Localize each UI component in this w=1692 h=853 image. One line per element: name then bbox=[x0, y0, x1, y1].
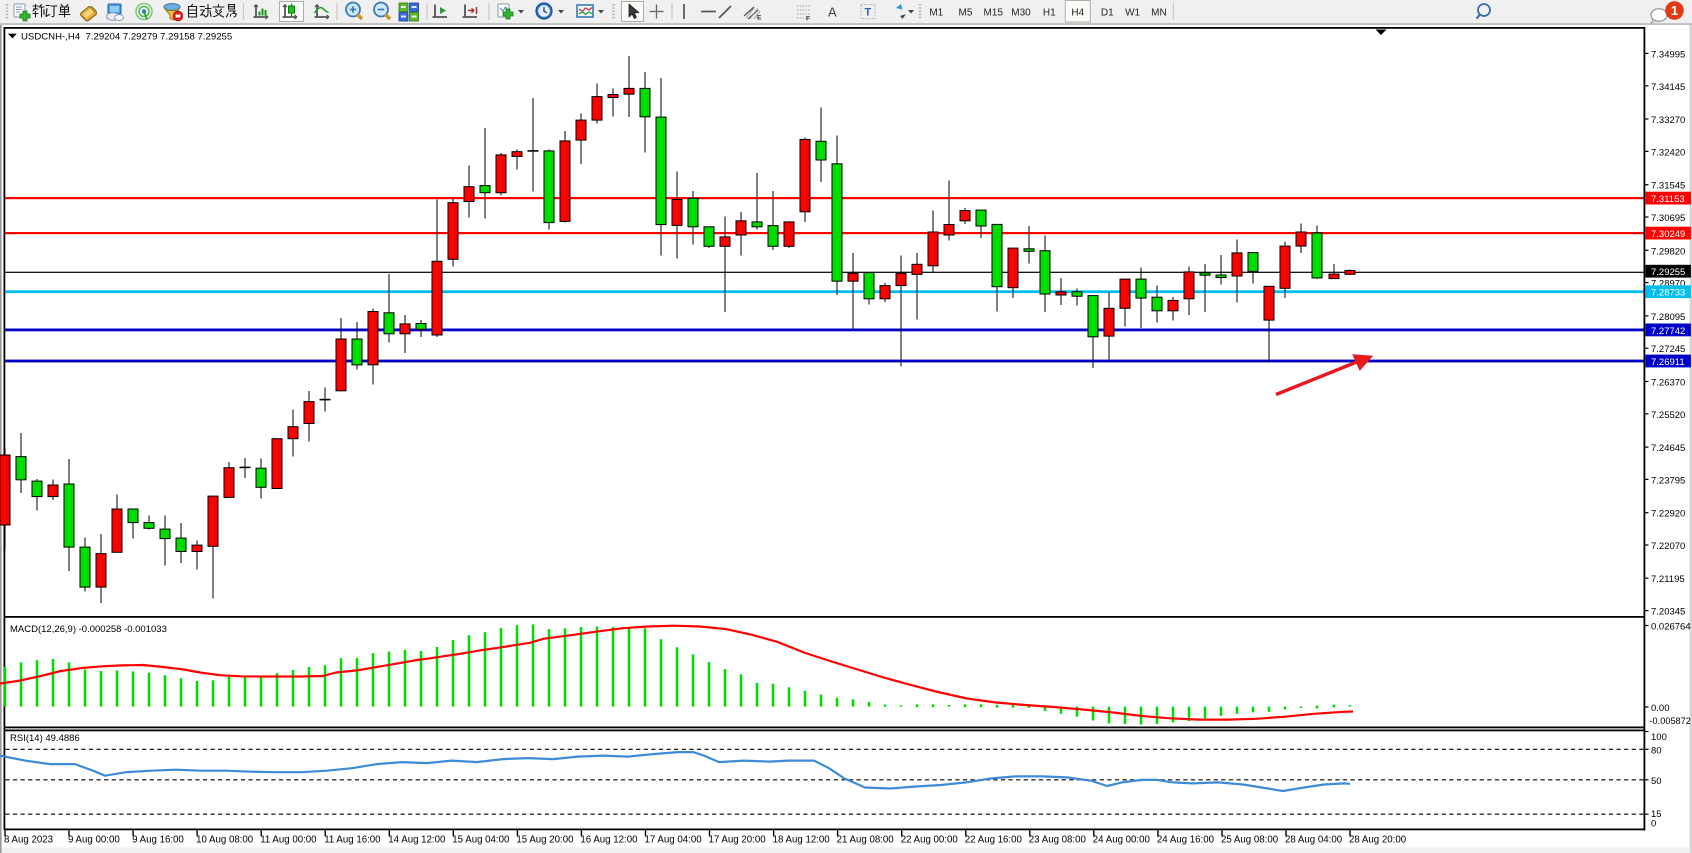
svg-text:7.20345: 7.20345 bbox=[1651, 607, 1685, 618]
svg-text:E: E bbox=[757, 15, 762, 22]
svg-text:MN: MN bbox=[1151, 8, 1167, 19]
svg-text:M15: M15 bbox=[983, 8, 1003, 19]
svg-text:7.23795: 7.23795 bbox=[1651, 475, 1685, 486]
svg-text:7.22920: 7.22920 bbox=[1651, 509, 1685, 520]
svg-text:23 Aug 08:00: 23 Aug 08:00 bbox=[1029, 835, 1087, 846]
svg-text:22 Aug 16:00: 22 Aug 16:00 bbox=[965, 835, 1023, 846]
svg-text:7.29820: 7.29820 bbox=[1651, 246, 1685, 257]
svg-text:7.31545: 7.31545 bbox=[1651, 181, 1685, 192]
svg-text:USDCNH-,H4 7.29204 7.29279 7.: USDCNH-,H4 7.29204 7.29279 7.29158 7.292… bbox=[21, 32, 232, 43]
svg-text:22 Aug 00:00: 22 Aug 00:00 bbox=[901, 835, 959, 846]
svg-text:15 Aug 04:00: 15 Aug 04:00 bbox=[452, 835, 510, 846]
svg-text:25 Aug 08:00: 25 Aug 08:00 bbox=[1221, 835, 1279, 846]
svg-text:7.33270: 7.33270 bbox=[1651, 115, 1685, 126]
svg-text:MACD(12,26,9) -0.000258 -0.001: MACD(12,26,9) -0.000258 -0.001033 bbox=[10, 624, 167, 635]
svg-text:D1: D1 bbox=[1101, 8, 1114, 19]
svg-text:14 Aug 12:00: 14 Aug 12:00 bbox=[388, 835, 446, 846]
svg-text:15 Aug 20:00: 15 Aug 20:00 bbox=[516, 835, 574, 846]
svg-text:7.30695: 7.30695 bbox=[1651, 213, 1685, 224]
svg-text:11 Aug 16:00: 11 Aug 16:00 bbox=[324, 835, 381, 846]
svg-text:17 Aug 04:00: 17 Aug 04:00 bbox=[645, 835, 703, 846]
svg-text:7.27742: 7.27742 bbox=[1651, 326, 1685, 337]
svg-text:-0.005872: -0.005872 bbox=[1650, 716, 1691, 726]
svg-text:7.29255: 7.29255 bbox=[1651, 267, 1685, 278]
svg-text:7.25520: 7.25520 bbox=[1651, 410, 1685, 421]
svg-text:7.24645: 7.24645 bbox=[1651, 443, 1685, 454]
svg-text:7.28970: 7.28970 bbox=[1651, 279, 1685, 290]
svg-text:7.30249: 7.30249 bbox=[1651, 229, 1685, 240]
svg-text:7.34145: 7.34145 bbox=[1651, 82, 1685, 93]
svg-text:18 Aug 12:00: 18 Aug 12:00 bbox=[773, 835, 831, 846]
svg-text:11 Aug 00:00: 11 Aug 00:00 bbox=[260, 835, 317, 846]
svg-text:7.27245: 7.27245 bbox=[1651, 344, 1685, 355]
svg-text:H1: H1 bbox=[1043, 8, 1056, 19]
svg-text:17 Aug 20:00: 17 Aug 20:00 bbox=[709, 835, 767, 846]
svg-text:0.026764: 0.026764 bbox=[1651, 622, 1691, 633]
svg-text:RSI(14) 49.4886: RSI(14) 49.4886 bbox=[10, 733, 80, 744]
svg-text:9 Aug 16:00: 9 Aug 16:00 bbox=[132, 835, 184, 846]
svg-text:7.21195: 7.21195 bbox=[1651, 574, 1685, 585]
svg-text:T: T bbox=[865, 7, 872, 19]
svg-text:M1: M1 bbox=[929, 8, 943, 19]
svg-text:7.26911: 7.26911 bbox=[1651, 357, 1685, 368]
svg-text:0.00: 0.00 bbox=[1651, 703, 1670, 714]
svg-text:7.32420: 7.32420 bbox=[1651, 147, 1685, 158]
svg-text:15: 15 bbox=[1651, 809, 1662, 820]
svg-text:7.28733: 7.28733 bbox=[1651, 288, 1685, 299]
svg-text:21 Aug 08:00: 21 Aug 08:00 bbox=[837, 835, 895, 846]
svg-text:28 Aug 04:00: 28 Aug 04:00 bbox=[1285, 835, 1343, 846]
svg-text:80: 80 bbox=[1651, 745, 1662, 756]
svg-text:W1: W1 bbox=[1125, 8, 1140, 19]
svg-text:A: A bbox=[828, 5, 837, 20]
svg-text:100: 100 bbox=[1651, 732, 1667, 743]
svg-text:F: F bbox=[806, 16, 810, 23]
svg-text:7.34995: 7.34995 bbox=[1651, 49, 1685, 60]
svg-text:1: 1 bbox=[1671, 3, 1678, 18]
svg-text:7.31153: 7.31153 bbox=[1651, 194, 1685, 205]
svg-text:0: 0 bbox=[1651, 819, 1656, 830]
svg-text:H4: H4 bbox=[1071, 8, 1084, 19]
svg-text:7.22070: 7.22070 bbox=[1651, 541, 1685, 552]
svg-text:8 Aug 2023: 8 Aug 2023 bbox=[4, 835, 53, 846]
svg-text:16 Aug 12:00: 16 Aug 12:00 bbox=[580, 835, 638, 846]
svg-text:50: 50 bbox=[1651, 776, 1662, 787]
svg-text:M30: M30 bbox=[1011, 8, 1031, 19]
svg-text:28 Aug 20:00: 28 Aug 20:00 bbox=[1349, 835, 1407, 846]
svg-text:7.28095: 7.28095 bbox=[1651, 312, 1685, 323]
svg-text:24 Aug 16:00: 24 Aug 16:00 bbox=[1157, 835, 1215, 846]
svg-text:M5: M5 bbox=[959, 8, 973, 19]
svg-text:9 Aug 00:00: 9 Aug 00:00 bbox=[68, 835, 120, 846]
svg-text:10 Aug 08:00: 10 Aug 08:00 bbox=[196, 835, 254, 846]
svg-text:7.26370: 7.26370 bbox=[1651, 378, 1685, 389]
svg-text:24 Aug 00:00: 24 Aug 00:00 bbox=[1093, 835, 1151, 846]
